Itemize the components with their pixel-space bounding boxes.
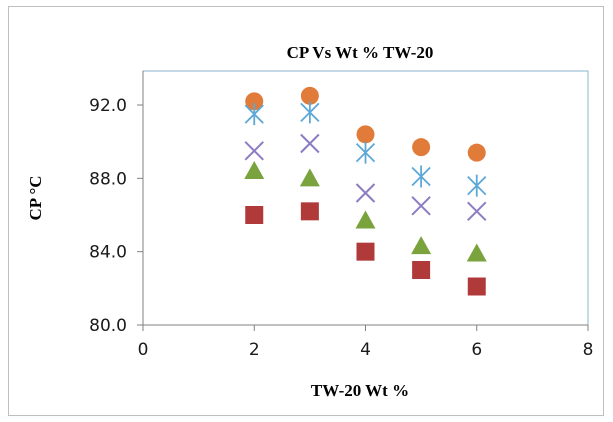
data-point-asterisk — [300, 101, 320, 124]
data-point-triangle — [355, 210, 376, 229]
x-axis-title: TW-20 Wt % — [311, 381, 409, 400]
y-axis-title: CP °C — [26, 175, 45, 220]
data-point-square — [412, 261, 431, 279]
x-tick-label: 6 — [471, 340, 482, 360]
y-tick-label: 80.0 — [89, 316, 127, 336]
data-point-square — [245, 206, 264, 224]
data-point-square — [300, 202, 319, 221]
plot-area — [142, 70, 589, 326]
data-point-x — [467, 201, 487, 222]
x-tick-label: 0 — [138, 340, 149, 360]
data-point-x — [411, 196, 431, 216]
x-tick-label: 4 — [360, 340, 371, 360]
data-point-circle — [467, 143, 486, 162]
data-point-asterisk — [467, 174, 487, 197]
chart-title: CP Vs Wt % TW-20 — [287, 43, 434, 62]
y-tick-label: 84.0 — [89, 243, 127, 263]
data-points — [244, 86, 487, 296]
y-tick-label: 92.0 — [89, 96, 127, 116]
data-point-triangle — [244, 161, 265, 179]
data-point-asterisk — [244, 103, 264, 126]
axis-ticks: 0 2 4 6 8 80.0 84.0 88.0 92.0 — [89, 96, 593, 360]
x-tick-label: 2 — [249, 340, 260, 360]
data-point-circle — [245, 92, 264, 111]
y-tick-label: 88.0 — [89, 169, 127, 189]
data-point-asterisk — [355, 141, 376, 164]
data-point-square — [467, 277, 486, 296]
data-point-circle — [356, 125, 375, 144]
data-point-triangle — [466, 243, 487, 262]
data-point-circle — [300, 86, 319, 105]
data-point-square — [356, 242, 375, 261]
data-point-x — [244, 141, 264, 161]
data-point-triangle — [411, 236, 432, 255]
data-point-triangle — [299, 168, 320, 187]
data-point-circle — [412, 138, 431, 157]
data-point-asterisk — [411, 165, 431, 188]
x-tick-label: 8 — [583, 340, 594, 360]
data-point-x — [355, 183, 376, 203]
data-point-x — [300, 133, 320, 154]
